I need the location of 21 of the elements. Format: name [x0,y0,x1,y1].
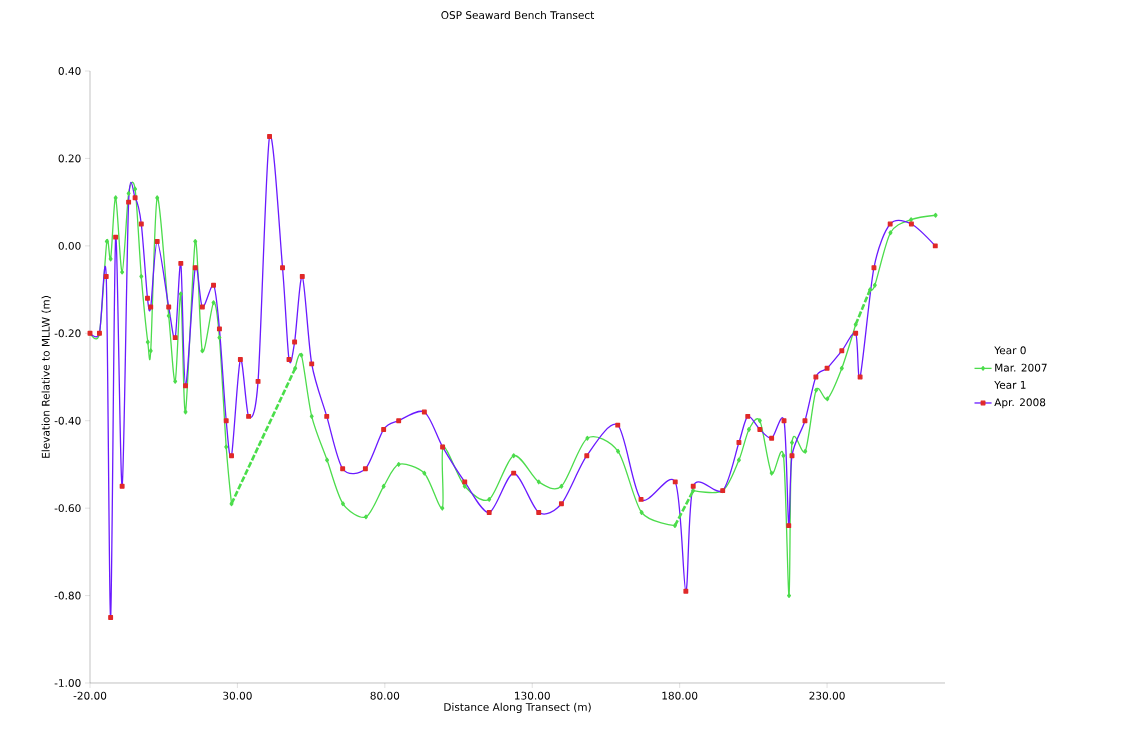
legend-label: Apr. 2008 [994,398,1046,409]
x-tick-label: -20.00 [73,691,107,700]
legend-label: Mar. 2007 [995,363,1047,372]
y-tick-label: 0.20 [58,154,81,163]
y-tick-label: -0.20 [54,329,81,338]
y-tick-label: -0.60 [54,504,81,513]
x-tick-label: 180.00 [662,691,698,700]
x-axis-title: Distance Along Transect (m) [444,702,591,713]
x-tick-label: 30.00 [223,691,252,700]
y-tick-label: 0.00 [58,241,81,250]
text: Year 0 [994,346,1026,355]
x-tick-label: 130.00 [515,691,550,700]
y-tick-label: -0.40 [54,416,81,425]
x-tick-label: 80.00 [370,691,400,700]
text: Year 1 [994,381,1026,389]
y-tick-label: -0.80 [54,591,81,600]
chart-title: OSP Seaward Bench Transect [441,10,595,20]
y-axis-title: Elevation Relative to MLLW (m) [41,296,51,458]
x-tick-label: 230.00 [809,691,845,700]
y-tick-label: -1.00 [54,679,81,687]
y-tick-label: 0.40 [58,67,81,75]
